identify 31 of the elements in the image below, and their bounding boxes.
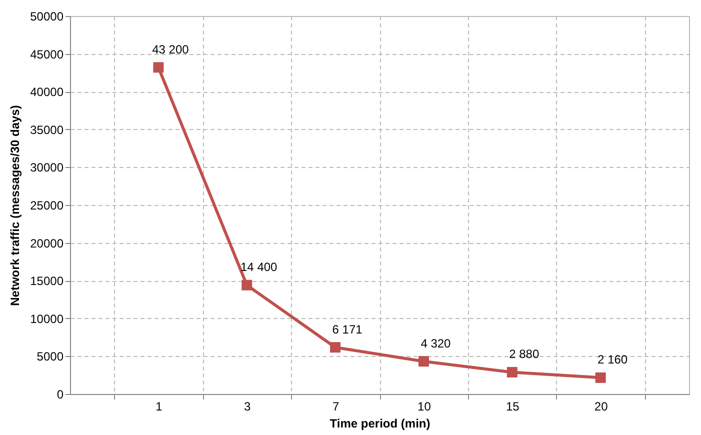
y-tick-label: 10000 [30,312,64,326]
x-tick-label: 1 [156,400,163,414]
x-axis-title: Time period (min) [330,416,430,430]
point [418,356,429,367]
y-tick-label: 45000 [30,47,64,62]
y-tick-label: 40000 [30,85,64,100]
data-label: 2 160 [598,352,628,367]
data-label: 14 400 [240,260,278,274]
y-tick-label: 35000 [30,122,64,137]
point [506,366,518,378]
point [153,62,164,73]
data-label: 4 320 [420,336,452,350]
point [595,372,606,383]
x-tick-label: 3 [244,400,252,414]
point [242,280,252,290]
y-tick-label: 50000 [30,10,64,24]
x-tick-label: 20 [594,400,608,414]
data-label: 43 200 [152,42,190,56]
y-tick-label: 5000 [36,350,64,364]
y-tick-label: 20000 [30,236,64,250]
x-tick-label: 7 [332,400,340,414]
y-tick-label: 0 [56,388,64,402]
x-tick-label: 15 [506,400,520,414]
data-label: 6 171 [332,322,363,336]
x-tick-label: 10 [418,400,432,414]
y-axis-title: Network traffic (messages/30 days) [8,105,22,306]
y-tick-label: 25000 [30,198,64,212]
data-label: 2 880 [509,347,540,362]
y-tick-label: 15000 [30,274,64,288]
y-tick-label: 30000 [30,160,64,175]
point [330,342,341,353]
